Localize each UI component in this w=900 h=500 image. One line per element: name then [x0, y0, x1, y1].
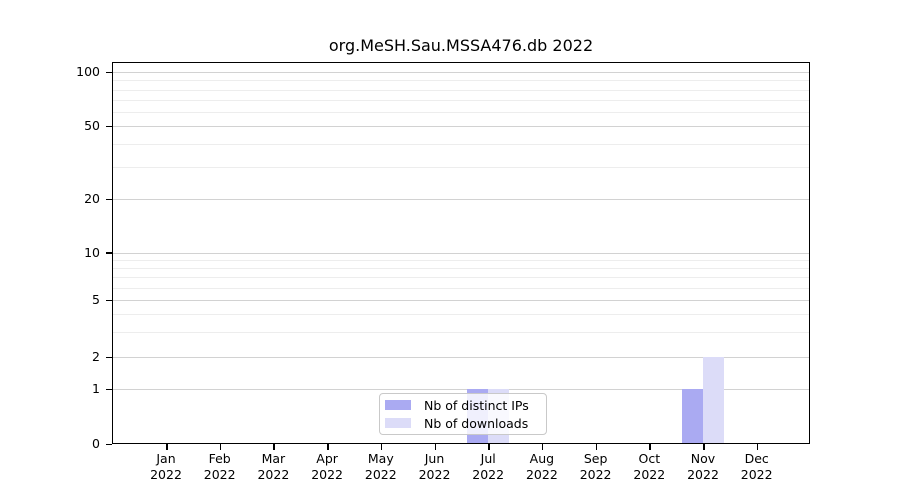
x-tick-month: Oct: [638, 451, 661, 466]
y-tick-label: 1: [92, 381, 100, 396]
x-tick-year: 2022: [418, 466, 451, 482]
legend-swatch-downloads: [385, 418, 411, 428]
x-tick-label-jan: Jan 2022: [134, 451, 198, 482]
x-tick-label-jul: Jul 2022: [456, 451, 520, 482]
major-gridline: [113, 389, 809, 390]
y-tick-mark: [106, 252, 112, 254]
y-tick-label: 20: [84, 191, 100, 206]
x-tick-label-mar: Mar 2022: [241, 451, 305, 482]
minor-gridline: [113, 166, 809, 168]
bar-distinct-ips-nov: [681, 388, 703, 443]
x-tick-year: 2022: [203, 466, 236, 482]
x-tick-month: Jun: [424, 451, 445, 466]
minor-gridline: [113, 89, 809, 91]
legend-item-distinct-ips: Nb of distinct IPs: [385, 398, 546, 413]
x-tick-month: Nov: [690, 451, 716, 466]
minor-gridline: [113, 277, 809, 278]
major-gridline: [113, 199, 809, 200]
x-tick-mark: [166, 444, 168, 450]
y-tick-mark: [106, 356, 112, 359]
y-tick-label: 50: [84, 118, 100, 134]
bar-downloads-nov: [702, 356, 724, 443]
legend: Nb of distinct IPs Nb of downloads: [379, 393, 547, 435]
x-tick-label-oct: Oct 2022: [617, 451, 681, 482]
minor-gridline: [113, 287, 809, 289]
y-tick-label: 2: [92, 349, 100, 365]
y-tick-mark: [106, 125, 112, 128]
x-tick-label-nov: Nov 2022: [671, 451, 735, 482]
x-tick-month: May: [367, 451, 394, 466]
legend-swatch-distinct-ips: [385, 400, 411, 410]
x-tick-mark: [488, 444, 490, 450]
minor-gridline: [113, 267, 809, 269]
y-tick-label: 10: [84, 244, 100, 260]
minor-gridline: [113, 331, 809, 333]
major-gridline: [113, 300, 809, 301]
x-tick-year: 2022: [472, 466, 505, 482]
x-tick-year: 2022: [311, 466, 343, 482]
y-tick-mark: [106, 198, 112, 200]
x-tick-month: Jul: [480, 451, 496, 466]
x-tick-month: Sep: [583, 451, 608, 466]
x-tick-mark: [327, 444, 329, 450]
x-tick-label-feb: Feb 2022: [188, 451, 252, 482]
x-tick-year: 2022: [633, 466, 666, 482]
x-tick-year: 2022: [364, 466, 397, 482]
x-tick-label-jun: Jun 2022: [403, 451, 467, 482]
x-tick-year: 2022: [150, 466, 182, 482]
x-tick-year: 2022: [525, 466, 558, 482]
legend-label-distinct-ips: Nb of distinct IPs: [424, 397, 529, 413]
x-tick-month: Aug: [529, 451, 555, 466]
y-tick-mark: [106, 443, 112, 445]
x-tick-mark: [756, 444, 759, 450]
x-tick-label-may: May 2022: [349, 451, 413, 482]
major-gridline: [113, 72, 809, 73]
plot-area: [112, 62, 810, 444]
minor-gridline: [113, 99, 809, 101]
legend-label-downloads: Nb of downloads: [424, 415, 529, 431]
chart-title: org.MeSH.Sau.MSSA476.db 2022: [328, 36, 594, 55]
x-tick-month: Mar: [261, 451, 286, 466]
x-tick-month: Feb: [208, 451, 231, 466]
x-tick-mark: [541, 444, 544, 450]
x-tick-mark: [703, 444, 705, 450]
y-tick-label: 0: [92, 436, 100, 451]
x-tick-label-sep: Sep 2022: [564, 451, 628, 482]
x-tick-year: 2022: [257, 466, 290, 482]
x-tick-mark: [273, 444, 275, 450]
y-tick-mark: [106, 299, 112, 301]
minor-gridline: [113, 112, 809, 113]
x-tick-mark: [595, 444, 598, 450]
x-tick-mark: [649, 444, 651, 450]
x-tick-label-aug: Aug 2022: [510, 451, 574, 482]
minor-gridline: [113, 314, 809, 315]
major-gridline: [113, 126, 809, 128]
minor-gridline: [113, 144, 809, 145]
legend-item-downloads: Nb of downloads: [385, 416, 546, 431]
minor-gridline: [113, 259, 809, 261]
major-gridline: [113, 357, 809, 359]
x-tick-label-apr: Apr 2022: [295, 451, 359, 482]
x-tick-year: 2022: [740, 466, 773, 482]
major-gridline: [113, 252, 809, 254]
x-tick-month: Dec: [744, 451, 769, 466]
x-tick-mark: [434, 444, 436, 450]
y-tick-label: 100: [76, 64, 100, 79]
y-tick-mark: [106, 388, 112, 390]
y-tick-mark: [106, 71, 112, 73]
x-tick-year: 2022: [579, 466, 612, 482]
x-tick-mark: [380, 444, 383, 450]
x-tick-month: Jan: [156, 451, 176, 466]
x-tick-year: 2022: [687, 466, 719, 482]
y-tick-label: 5: [92, 292, 100, 307]
x-tick-month: Apr: [316, 451, 338, 466]
minor-gridline: [113, 80, 809, 82]
x-tick-mark: [219, 444, 222, 450]
x-tick-label-dec: Dec 2022: [725, 451, 789, 482]
